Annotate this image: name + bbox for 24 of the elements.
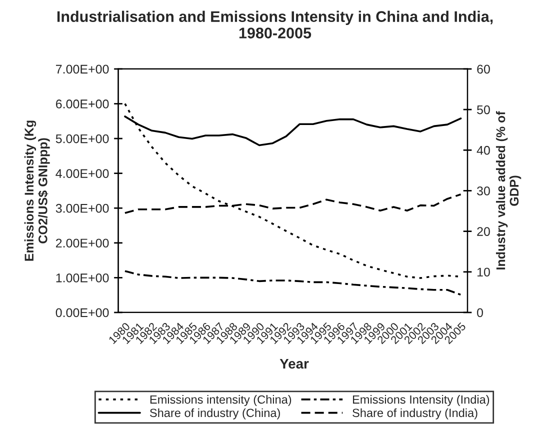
legend-label: Emissions intensity (China) (150, 395, 292, 406)
legend-label: Share of industry (India) (352, 408, 478, 420)
y2-tick-label: 60 (477, 64, 490, 74)
y-axis-title: Emissions Intensity (Kg CO2/US$ GNIppp) (24, 120, 50, 261)
y-tick-label: 2.00E+00 (56, 238, 109, 248)
y-tick-label: 6.00E+00 (56, 100, 109, 108)
y2-axis-title: Industry value added (% of GDP) (496, 111, 522, 270)
y-tick-label: 5.00E+00 (56, 134, 109, 144)
x-axis-title: Year (280, 358, 309, 369)
y-tick-label: 7.00E+00 (56, 64, 109, 74)
line-series (124, 270, 462, 296)
y-tick-label: 0.00E+00 (56, 308, 109, 318)
chart-title: Industrialisation and Emissions Intensity in China and India, 1980-2005 (57, 10, 493, 38)
y-tick-label: 3.00E+00 (56, 204, 109, 213)
y2-tick-label: 0 (477, 308, 483, 318)
y2-tick-label: 20 (477, 227, 490, 236)
legend-label: Emissions Intensity (India) (353, 395, 490, 406)
legend-label: Share of industry (China) (150, 408, 280, 420)
y2-tick-label: 40 (476, 146, 490, 155)
y-tick-label: 4.00E+00 (56, 169, 109, 178)
y2-tick-label: 30 (477, 186, 490, 196)
y2-tick-label: 50 (477, 105, 490, 114)
y2-tick-label: 10 (477, 268, 490, 277)
y-tick-label: 1.00E+00 (56, 273, 109, 282)
